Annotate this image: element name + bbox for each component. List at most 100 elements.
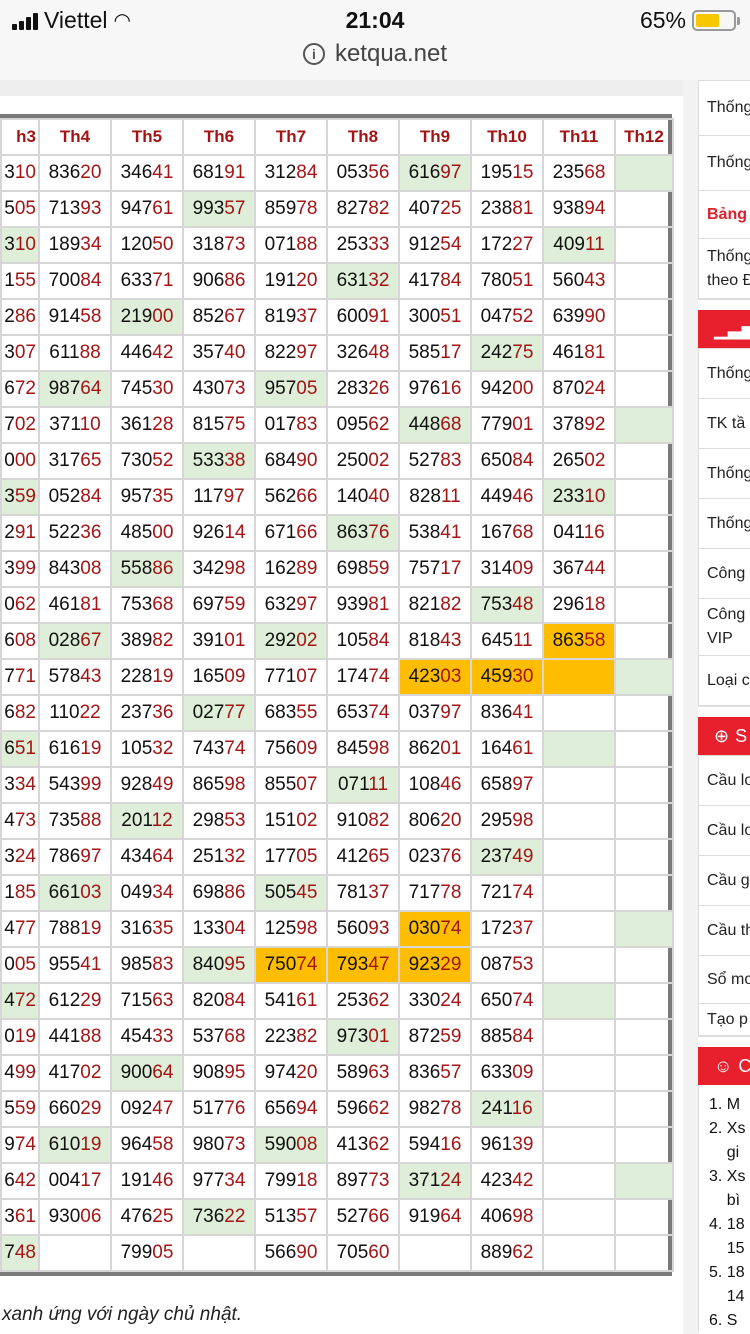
- section-header-users[interactable]: ☺ C: [698, 1047, 750, 1085]
- result-cell: 25333: [326, 226, 400, 264]
- result-cell: 40911: [542, 226, 616, 264]
- table-row: 334 54399 92849 86598 85507 07111 10846 65897: [0, 766, 674, 804]
- result-cell: 29202: [254, 622, 328, 660]
- result-cell: 28326: [326, 370, 400, 408]
- result-cell: 310: [0, 226, 40, 264]
- result-cell: 97616: [398, 370, 472, 408]
- result-cell: 66103: [38, 874, 112, 912]
- result-cell: 59662: [326, 1090, 400, 1128]
- sidebar-link[interactable]: Thống theo Đ: [699, 239, 750, 299]
- info-icon[interactable]: i: [302, 43, 325, 65]
- result-cell: 16461: [470, 730, 544, 768]
- result-cell: 40698: [470, 1198, 544, 1236]
- result-cell: 94200: [470, 370, 544, 408]
- result-cell: 63990: [542, 298, 616, 336]
- result-cell: 92614: [182, 514, 256, 552]
- result-cell: 98073: [182, 1126, 256, 1164]
- result-cell: [614, 982, 674, 1020]
- result-cell: 324: [0, 838, 40, 876]
- result-cell: 83641: [470, 694, 544, 732]
- result-cell: [614, 442, 674, 480]
- sidebar-link[interactable]: TK tầ: [699, 399, 750, 449]
- result-cell: 23749: [470, 838, 544, 876]
- column-header: Th9: [398, 118, 472, 156]
- result-cell: 90686: [182, 262, 256, 300]
- result-cell: [614, 1054, 674, 1092]
- sidebar-link[interactable]: Cầu g: [699, 856, 750, 906]
- column-header: Th7: [254, 118, 328, 156]
- result-cell: 56266: [254, 478, 328, 516]
- battery-percent: 65%: [639, 7, 686, 33]
- result-cell: 10846: [398, 766, 472, 804]
- result-cell: 65897: [470, 766, 544, 804]
- sidebar-link[interactable]: Sổ mơ: [699, 956, 750, 1004]
- result-cell: 48500: [110, 514, 184, 552]
- table-row: 559 66029 09247 51776 65694 59662 98278 24116: [0, 1090, 674, 1128]
- result-cell: 82782: [326, 190, 400, 228]
- result-cell: 53338: [182, 442, 256, 480]
- result-cell: 87024: [542, 370, 616, 408]
- result-cell: 005: [0, 946, 40, 984]
- result-cell: 42303: [398, 658, 472, 696]
- sidebar-link[interactable]: Cầu lo: [699, 806, 750, 856]
- sidebar-link[interactable]: Loại c: [699, 656, 750, 706]
- result-cell: [614, 226, 674, 264]
- result-cell: 03074: [398, 910, 472, 948]
- result-cell: 00417: [38, 1162, 112, 1200]
- section-header-search[interactable]: ⊕ S: [698, 717, 750, 755]
- sidebar-link[interactable]: Thống: [699, 449, 750, 499]
- result-cell: 56043: [542, 262, 616, 300]
- sidebar-link[interactable]: Thống: [699, 499, 750, 549]
- result-cell: 72174: [470, 874, 544, 912]
- result-cell: 185: [0, 874, 40, 912]
- result-cell: 37124: [398, 1162, 472, 1200]
- sidebar-link[interactable]: Công VIP: [699, 599, 750, 656]
- table-row: 771 57843 22819 16509 77107 17474 42303 45930: [0, 658, 674, 696]
- result-cell: 61697: [398, 154, 472, 192]
- status-bar: Viettel ◠ 21:04 65%: [0, 0, 750, 40]
- sidebar-link[interactable]: Cầu lo: [699, 756, 750, 806]
- result-cell: 34641: [110, 154, 184, 192]
- result-cell: 25362: [326, 982, 400, 1020]
- result-cell: 79347: [326, 946, 400, 984]
- sidebar-link[interactable]: Thống: [699, 136, 750, 191]
- result-cell: 61019: [38, 1126, 112, 1164]
- sidebar-link[interactable]: Thống: [699, 349, 750, 399]
- battery-icon: [692, 10, 740, 31]
- column-header: Th10: [470, 118, 544, 156]
- list-item[interactable]: 1. M: [709, 1096, 741, 1113]
- result-cell: [542, 1234, 616, 1272]
- result-cell: 974: [0, 1126, 40, 1164]
- result-cell: 37110: [38, 406, 112, 444]
- result-cell: 44868: [398, 406, 472, 444]
- result-cell: 019: [0, 1018, 40, 1056]
- result-cell: 07188: [254, 226, 328, 264]
- result-cell: 68490: [254, 442, 328, 480]
- sidebar-link[interactable]: Thống: [699, 81, 750, 136]
- list-item[interactable]: 2. Xs gi: [709, 1120, 746, 1161]
- sidebar-link[interactable]: Cầu th: [699, 906, 750, 956]
- list-item[interactable]: 3. Xs bì: [709, 1168, 746, 1209]
- section-header-statistics[interactable]: ▁▃▅T: [698, 310, 750, 348]
- result-cell: 17227: [470, 226, 544, 264]
- sidebar-link[interactable]: Công: [699, 549, 750, 599]
- legend-note: xanh ứng với ngày chủ nhật.: [2, 1304, 243, 1325]
- result-cell: 65694: [254, 1090, 328, 1128]
- result-cell: 31635: [110, 910, 184, 948]
- sidebar-link[interactable]: Tạo p: [699, 1004, 750, 1036]
- result-cell: [542, 1090, 616, 1128]
- column-header: Th12: [614, 118, 674, 156]
- list-item[interactable]: 4. 18 15: [709, 1216, 745, 1257]
- result-cell: 52236: [38, 514, 112, 552]
- result-cell: 53841: [398, 514, 472, 552]
- result-cell: 58517: [398, 334, 472, 372]
- table-row: 310 18934 12050 31873 07188 25333 91254 17227 40…: [0, 226, 674, 264]
- list-item[interactable]: 5. 18 14: [709, 1264, 745, 1305]
- sidebar-link[interactable]: Bảng: [699, 191, 750, 239]
- result-cell: 81575: [182, 406, 256, 444]
- list-item[interactable]: 6. S: [709, 1312, 738, 1329]
- table-row: 505 71393 94761 99357 85978 82782 40725 23881 93…: [0, 190, 674, 228]
- table-row: 005 95541 98583 84095 75074 79347 92329 08753: [0, 946, 674, 984]
- result-cell: 93981: [326, 586, 400, 624]
- address-bar[interactable]: i ketqua.net: [0, 40, 750, 80]
